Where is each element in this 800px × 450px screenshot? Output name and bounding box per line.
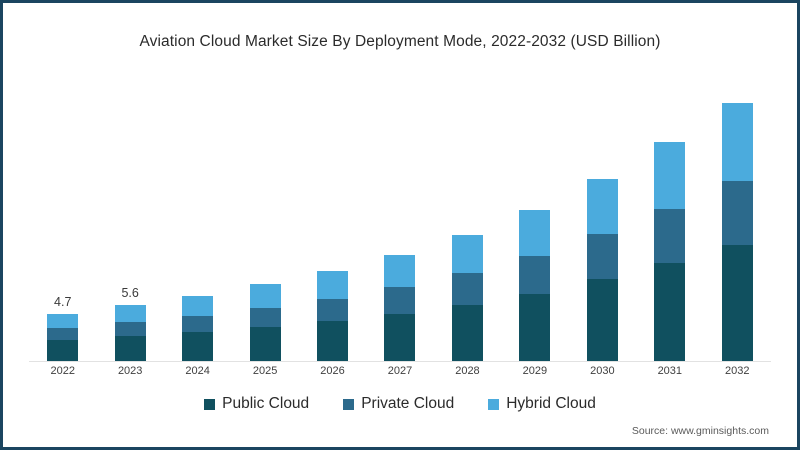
bar-segment-private-cloud[interactable] xyxy=(451,273,483,305)
bar-group[interactable]: 0 xyxy=(434,73,501,361)
bar-segment-hybrid-cloud[interactable] xyxy=(182,295,214,316)
bar-series-container: 4.75.6000000000 xyxy=(29,73,771,361)
bar-segment-hybrid-cloud[interactable] xyxy=(249,284,281,308)
axis-baseline xyxy=(29,361,771,362)
bar-segment-hybrid-cloud[interactable] xyxy=(654,142,686,209)
bar-segment-hybrid-cloud[interactable] xyxy=(114,304,146,322)
bar-segment-private-cloud[interactable] xyxy=(721,180,753,246)
x-tick-2029: 2029 xyxy=(522,365,548,377)
stacked-bar-2026[interactable] xyxy=(317,271,349,361)
x-tick-2026: 2026 xyxy=(320,365,345,377)
bar-segment-private-cloud[interactable] xyxy=(654,208,686,264)
bar-segment-hybrid-cloud[interactable] xyxy=(451,235,483,274)
stacked-bar-2029[interactable] xyxy=(519,209,551,361)
legend-label: Private Cloud xyxy=(361,395,455,412)
bar-segment-hybrid-cloud[interactable] xyxy=(384,255,416,288)
bar-segment-public-cloud[interactable] xyxy=(721,245,753,361)
x-tick-2023: 2023 xyxy=(117,365,143,377)
bar-segment-hybrid-cloud[interactable] xyxy=(47,313,79,328)
bar-group[interactable]: 0 xyxy=(569,73,636,361)
bar-segment-private-cloud[interactable] xyxy=(317,298,349,321)
bar-group[interactable]: 0 xyxy=(164,73,231,361)
bar-segment-public-cloud[interactable] xyxy=(317,320,349,361)
stacked-bar-2023[interactable] xyxy=(114,304,146,361)
x-tick-2022: 2022 xyxy=(50,365,75,377)
bar-value-label: 4.7 xyxy=(54,294,72,309)
bar-group[interactable]: 0 xyxy=(231,73,298,361)
stacked-bar-2031[interactable] xyxy=(654,142,686,361)
bar-segment-public-cloud[interactable] xyxy=(47,339,79,361)
legend-item-public-cloud[interactable]: Public Cloud xyxy=(204,395,309,413)
x-tick-2027: 2027 xyxy=(387,365,413,377)
chart-title: Aviation Cloud Market Size By Deployment… xyxy=(139,33,661,50)
x-tick-2024: 2024 xyxy=(185,365,210,377)
x-tick-2025: 2025 xyxy=(252,365,278,377)
bar-segment-hybrid-cloud[interactable] xyxy=(586,178,618,235)
bar-group[interactable]: 5.6 xyxy=(96,73,163,361)
bar-segment-public-cloud[interactable] xyxy=(654,263,686,361)
bar-segment-public-cloud[interactable] xyxy=(586,279,618,361)
bar-segment-public-cloud[interactable] xyxy=(519,293,551,361)
legend-swatch-icon xyxy=(488,398,500,410)
bar-segment-public-cloud[interactable] xyxy=(249,326,281,361)
x-tick-2032: 2032 xyxy=(725,365,750,377)
bar-segment-private-cloud[interactable] xyxy=(519,256,551,294)
bar-group[interactable]: 0 xyxy=(299,73,366,361)
legend-item-hybrid-cloud[interactable]: Hybrid Cloud xyxy=(488,395,596,413)
legend-swatch-icon xyxy=(204,398,216,410)
source-attribution: Source: www.gminsights.com xyxy=(631,425,769,437)
bar-segment-public-cloud[interactable] xyxy=(114,335,146,361)
bar-segment-public-cloud[interactable] xyxy=(384,313,416,361)
legend-label: Hybrid Cloud xyxy=(506,395,596,412)
stacked-bar-2025[interactable] xyxy=(249,284,281,361)
stacked-bar-2024[interactable] xyxy=(182,295,214,361)
stacked-bar-2028[interactable] xyxy=(451,235,483,361)
bar-segment-private-cloud[interactable] xyxy=(384,287,416,314)
bar-group[interactable]: 0 xyxy=(636,73,703,361)
bar-segment-private-cloud[interactable] xyxy=(182,315,214,332)
x-tick-2030: 2030 xyxy=(590,365,615,377)
stacked-bar-2027[interactable] xyxy=(384,255,416,361)
bar-group[interactable]: 0 xyxy=(704,73,771,361)
bar-group[interactable]: 4.7 xyxy=(29,73,96,361)
bar-value-label: 5.6 xyxy=(121,285,139,300)
stacked-bar-2032[interactable] xyxy=(721,103,753,361)
bar-segment-private-cloud[interactable] xyxy=(249,307,281,327)
bar-segment-hybrid-cloud[interactable] xyxy=(721,103,753,181)
legend-label: Public Cloud xyxy=(222,395,310,412)
bar-segment-private-cloud[interactable] xyxy=(47,327,79,340)
chart-legend: Public Cloud Private Cloud Hybrid Cloud xyxy=(3,395,797,413)
stacked-bar-2030[interactable] xyxy=(586,178,618,361)
bar-segment-private-cloud[interactable] xyxy=(114,321,146,336)
x-tick-2028: 2028 xyxy=(455,365,480,377)
stacked-bar-2022[interactable] xyxy=(47,313,79,361)
bar-segment-public-cloud[interactable] xyxy=(451,304,483,361)
bar-segment-public-cloud[interactable] xyxy=(182,331,214,361)
bar-segment-private-cloud[interactable] xyxy=(586,234,618,280)
plot-area: 4.75.6000000000 xyxy=(29,73,771,362)
bar-group[interactable]: 0 xyxy=(366,73,433,361)
bar-segment-hybrid-cloud[interactable] xyxy=(519,209,551,257)
x-tick-2031: 2031 xyxy=(657,365,683,377)
x-axis-tick-labels: 2022 2023 2024 2025 2026 2027 2028 2029 2030 2031… xyxy=(29,365,771,377)
legend-swatch-icon xyxy=(343,398,355,410)
bar-segment-hybrid-cloud[interactable] xyxy=(317,271,349,299)
legend-item-private-cloud[interactable]: Private Cloud xyxy=(343,395,454,413)
bar-group[interactable]: 0 xyxy=(501,73,568,361)
